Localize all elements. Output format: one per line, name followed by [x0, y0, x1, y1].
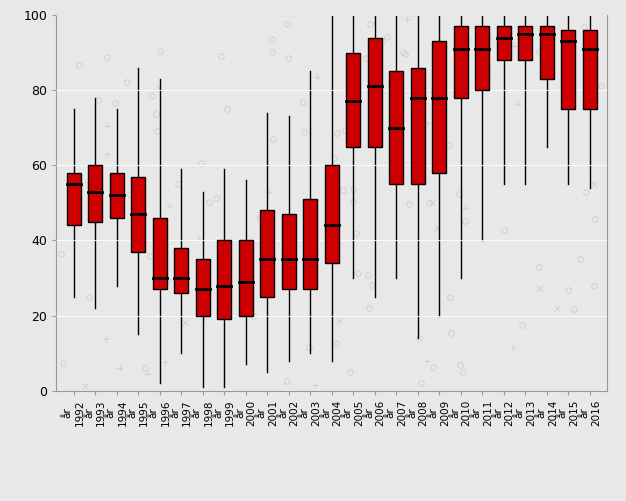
Bar: [217, 240, 231, 320]
Bar: [196, 260, 210, 316]
Bar: [368, 38, 382, 147]
Bar: [303, 199, 317, 290]
Bar: [454, 27, 468, 98]
Bar: [66, 173, 81, 225]
Bar: [433, 42, 446, 173]
Bar: [131, 177, 145, 252]
Bar: [346, 53, 361, 147]
Bar: [239, 240, 253, 316]
Bar: [260, 210, 274, 297]
Bar: [540, 27, 554, 79]
Bar: [389, 72, 403, 184]
Bar: [562, 30, 575, 109]
Bar: [583, 30, 597, 109]
Bar: [88, 165, 102, 221]
Bar: [475, 27, 490, 90]
Bar: [174, 248, 188, 293]
Bar: [411, 68, 425, 184]
Bar: [153, 218, 167, 290]
Bar: [325, 165, 339, 263]
Bar: [497, 27, 511, 60]
Bar: [110, 173, 123, 218]
Bar: [282, 214, 295, 290]
Bar: [518, 27, 533, 60]
